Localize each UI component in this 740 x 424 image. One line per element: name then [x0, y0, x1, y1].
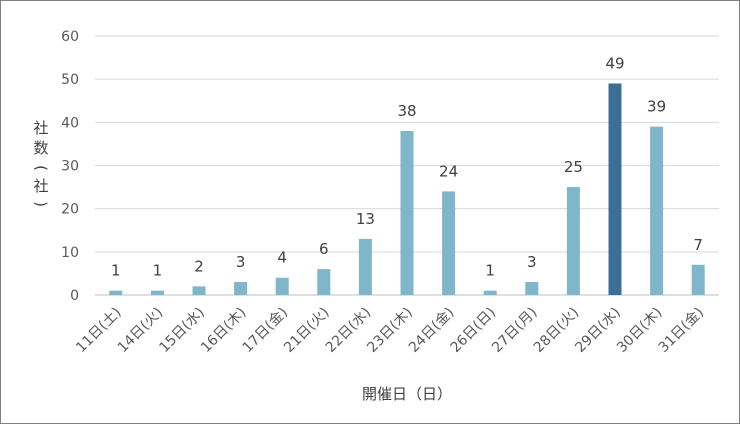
data-label: 13: [356, 210, 375, 228]
x-tick-label: 15日(水): [156, 305, 207, 356]
bar: [109, 290, 123, 295]
y-axis-title-char: (: [32, 165, 50, 171]
x-tick-label: 26日(日): [448, 305, 499, 356]
data-label: 4: [277, 249, 287, 267]
bar: [275, 277, 289, 295]
y-axis-ticks: 0 10 20 30 40 50 60: [61, 29, 79, 304]
data-label: 25: [564, 158, 583, 176]
x-tick-label: 22日(水): [323, 305, 374, 356]
bar: [192, 286, 206, 295]
x-tick-label: 30日(木): [614, 305, 665, 356]
x-tick-label: 28日(火): [531, 305, 582, 356]
x-tick-label: 16日(木): [198, 305, 249, 356]
bar: [525, 282, 539, 295]
data-label: 3: [236, 253, 246, 271]
bar: [566, 187, 580, 295]
x-tick-label: 11日(土): [73, 305, 124, 356]
bars: [109, 83, 705, 296]
bar: [608, 83, 622, 295]
bar: [400, 130, 414, 295]
y-tick-label: 60: [61, 29, 79, 45]
y-axis-title-char: 社: [33, 119, 48, 137]
y-tick-label: 30: [61, 159, 79, 175]
y-tick-label: 0: [70, 288, 79, 304]
data-label: 2: [194, 257, 204, 275]
bar: [150, 290, 164, 295]
data-label: 7: [693, 236, 703, 254]
data-label: 1: [153, 262, 163, 280]
x-tick-label: 21日(火): [281, 305, 332, 356]
x-tick-label: 27日(月): [489, 305, 540, 356]
y-tick-label: 40: [61, 115, 79, 131]
x-axis-ticks: 11日(土)14日(火)15日(水)16日(木)17日(金)21日(火)22日(…: [73, 305, 707, 356]
data-label: 39: [647, 98, 666, 116]
x-axis-title: 開催日（日）: [362, 385, 452, 403]
x-tick-label: 23日(木): [364, 305, 415, 356]
y-tick-label: 10: [61, 245, 79, 261]
data-label: 49: [605, 54, 624, 72]
x-tick-label: 17日(金): [240, 305, 291, 356]
bar: [483, 290, 497, 295]
bar: [691, 264, 705, 295]
bar: [358, 238, 372, 295]
data-label: 1: [485, 262, 495, 280]
y-tick-label: 50: [61, 72, 79, 88]
data-label: 3: [527, 253, 537, 271]
bar: [650, 126, 664, 296]
data-label: 1: [111, 262, 121, 280]
x-tick-label: 31日(金): [656, 305, 707, 356]
y-axis-title-char: 社: [33, 177, 48, 195]
bar: [442, 191, 456, 295]
data-label: 38: [397, 102, 416, 120]
y-axis-title-char: 数: [33, 139, 48, 157]
x-tick-label: 14日(火): [115, 305, 166, 356]
x-tick-label: 29日(水): [572, 305, 623, 356]
y-axis-title-char: ): [32, 201, 50, 207]
y-axis-title: 社数(社): [32, 119, 50, 207]
bar: [317, 269, 331, 295]
bar: [234, 282, 248, 295]
x-tick-label: 24日(金): [406, 305, 457, 356]
data-label: 6: [319, 240, 329, 258]
data-label: 24: [439, 162, 458, 180]
y-tick-label: 20: [61, 202, 79, 218]
